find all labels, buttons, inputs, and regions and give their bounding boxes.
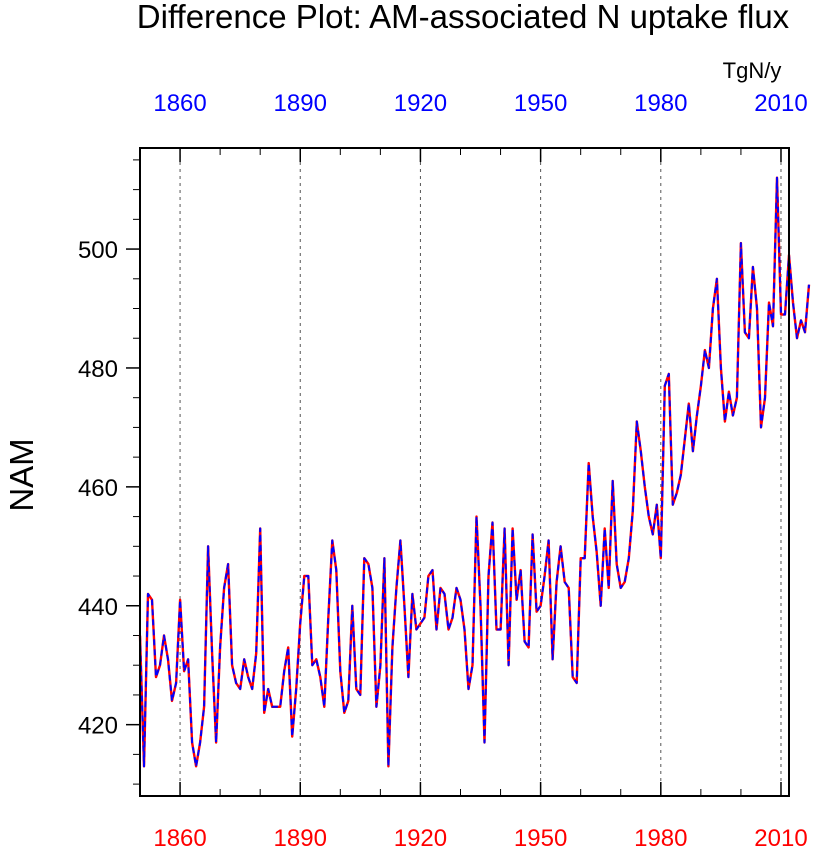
y-tick-label-440: 440	[78, 594, 118, 621]
units-label: TgN/y	[723, 58, 782, 83]
x-tick-label-top-1920: 1920	[394, 90, 447, 117]
x-tick-label-top-2010: 2010	[754, 90, 807, 117]
x-tick-label-top-1950: 1950	[514, 90, 567, 117]
x-tick-label-top-1980: 1980	[634, 90, 687, 117]
x-tick-label-bottom-1860: 1860	[153, 825, 206, 852]
x-tick-label-bottom-1980: 1980	[634, 825, 687, 852]
y-tick-label-460: 460	[78, 475, 118, 502]
x-tick-label-top-1890: 1890	[274, 90, 327, 117]
tick-labels: 1860 1860 1890 1890 1920 1920 1950 1950 1980 1980…	[78, 90, 808, 852]
plot-frame	[139, 147, 790, 797]
x-tick-label-bottom-1950: 1950	[514, 825, 567, 852]
y-tick-label-480: 480	[78, 356, 118, 383]
series-red-line	[138, 176, 811, 768]
y-tick-label-420: 420	[78, 713, 118, 740]
y-tick-label-500: 500	[78, 237, 118, 264]
axis-ticks	[126, 148, 782, 796]
vertical-grid	[179, 148, 782, 796]
series-blue-line	[139, 176, 810, 768]
x-tick-label-bottom-1920: 1920	[394, 825, 447, 852]
y-axis-label: NAM	[3, 438, 40, 511]
x-tick-label-bottom-1890: 1890	[274, 825, 327, 852]
x-tick-label-bottom-2010: 2010	[754, 825, 807, 852]
x-tick-label-top-1860: 1860	[153, 90, 206, 117]
chart-title: Difference Plot: AM-associated N uptake …	[137, 0, 790, 35]
